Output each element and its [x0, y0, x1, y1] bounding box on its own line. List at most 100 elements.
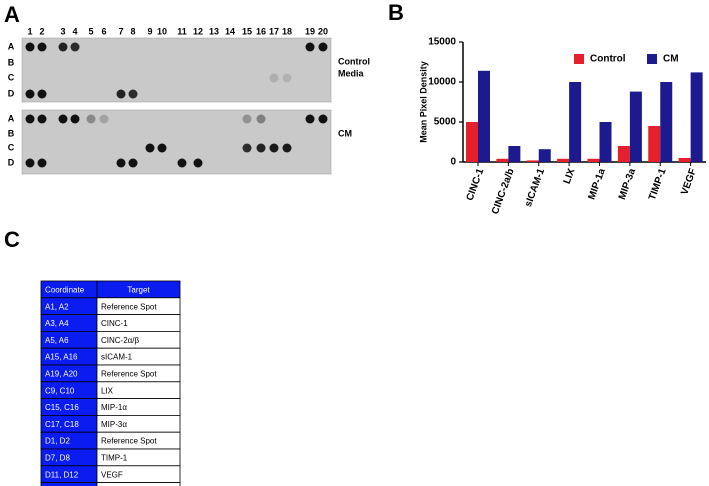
- table-cell-text: A15, A16: [45, 353, 78, 362]
- table-cell-text: LIX: [101, 386, 114, 395]
- blot-spot: [256, 143, 266, 153]
- column-number: 3: [60, 26, 65, 36]
- bar: [660, 82, 673, 162]
- table-cell-text: TIMP-1: [101, 454, 128, 463]
- membrane-label: CM: [338, 128, 352, 138]
- table-cell-text: C15, C16: [45, 403, 79, 412]
- y-tick-label: 0: [450, 157, 456, 168]
- table-header-text: Coordinate: [45, 286, 85, 295]
- blot-spot: [282, 143, 292, 153]
- column-number: 17: [269, 26, 279, 36]
- blot-spot: [86, 114, 96, 124]
- column-number: 8: [130, 26, 135, 36]
- blot-spot: [37, 42, 47, 52]
- table-cell-text: D1, D2: [45, 437, 70, 446]
- blot-spot: [242, 114, 252, 124]
- x-tick-label: VEGF: [679, 167, 699, 196]
- membrane-label: Media: [338, 68, 365, 78]
- blot-spot: [116, 158, 126, 168]
- blot-spot: [116, 89, 126, 99]
- row-label: A: [8, 113, 15, 123]
- table-cell-text: D7, D8: [45, 454, 70, 463]
- blot-spot: [242, 143, 252, 153]
- column-number: 18: [282, 26, 292, 36]
- bar: [648, 126, 661, 162]
- bar: [587, 158, 600, 162]
- table-cell-text: Reference Spot: [101, 370, 157, 379]
- column-number: 6: [101, 26, 106, 36]
- blot-spot: [318, 114, 328, 124]
- blot-spot: [25, 158, 35, 168]
- bar: [569, 82, 582, 162]
- blot-spot: [282, 73, 292, 83]
- column-number: 19: [305, 26, 315, 36]
- row-label: B: [8, 128, 15, 138]
- bar: [508, 146, 521, 162]
- column-number: 20: [318, 26, 328, 36]
- y-tick-label: 15000: [428, 37, 456, 48]
- blot-spot: [25, 42, 35, 52]
- membrane-label: Control: [338, 56, 370, 66]
- table-cell-text: A19, A20: [45, 370, 78, 379]
- blot-spot: [305, 42, 315, 52]
- table-cell-text: MIP-3α: [101, 420, 127, 429]
- table-cell-text: MIP-1α: [101, 403, 127, 412]
- y-tick-label: 10000: [428, 77, 456, 88]
- table-cell-text: A3, A4: [45, 319, 69, 328]
- table-cell-text: A1, A2: [45, 302, 69, 311]
- bar: [466, 122, 478, 162]
- x-tick-label: sICAM-1: [523, 167, 547, 209]
- table-cell-text: A5, A6: [45, 336, 69, 345]
- blot-spot: [25, 89, 35, 99]
- bar: [526, 160, 539, 162]
- table-cell-text: Reference Spot: [101, 302, 157, 311]
- table-cell-text: CINC-2α/β: [101, 336, 140, 345]
- table-cell-text: VEGF: [101, 470, 123, 479]
- column-number: 2: [39, 26, 44, 36]
- bar: [599, 122, 612, 162]
- table-cell-text: sICAM-1: [101, 353, 133, 362]
- y-tick-label: 5000: [434, 117, 457, 128]
- blot-spot: [157, 143, 167, 153]
- legend-label: CM: [663, 54, 679, 65]
- column-number: 4: [72, 26, 77, 36]
- x-tick-label: MIP-1a: [586, 167, 608, 201]
- column-number: 11: [177, 26, 187, 36]
- table-header-text: Target: [127, 286, 150, 295]
- column-number: 7: [118, 26, 123, 36]
- column-number: 13: [209, 26, 219, 36]
- table-cell: [40, 482, 98, 486]
- blot-spot: [99, 114, 109, 124]
- column-number: 1: [27, 26, 32, 36]
- legend-label: Control: [590, 54, 626, 65]
- table-cell-text: C9, C10: [45, 386, 75, 395]
- bar: [478, 70, 490, 162]
- table-cell-text: C17, C18: [45, 420, 79, 429]
- table-cell-text: D11, D12: [45, 470, 79, 479]
- blot-spot: [70, 42, 80, 52]
- bar: [617, 146, 630, 162]
- row-label: A: [8, 41, 15, 51]
- blot-spot: [177, 158, 187, 168]
- blot-spot: [37, 89, 47, 99]
- x-tick-label: LIX: [562, 167, 578, 186]
- column-number: 15: [242, 26, 252, 36]
- blot-spot: [145, 143, 155, 153]
- blot-spot: [37, 158, 47, 168]
- x-tick-label: CINC-1: [465, 167, 487, 202]
- row-label: C: [8, 72, 15, 82]
- bar: [678, 158, 691, 162]
- bar: [629, 91, 642, 162]
- blot-spot: [128, 158, 138, 168]
- panel-label: B: [388, 0, 404, 25]
- column-number: 14: [225, 26, 235, 36]
- column-number: 10: [157, 26, 167, 36]
- blot-spot: [70, 114, 80, 124]
- blot-spot: [305, 114, 315, 124]
- table-cell: [96, 482, 181, 486]
- x-tick-label: TIMP-1: [647, 167, 669, 202]
- blot-spot: [37, 114, 47, 124]
- column-number: 16: [256, 26, 266, 36]
- panel-label: C: [4, 227, 20, 252]
